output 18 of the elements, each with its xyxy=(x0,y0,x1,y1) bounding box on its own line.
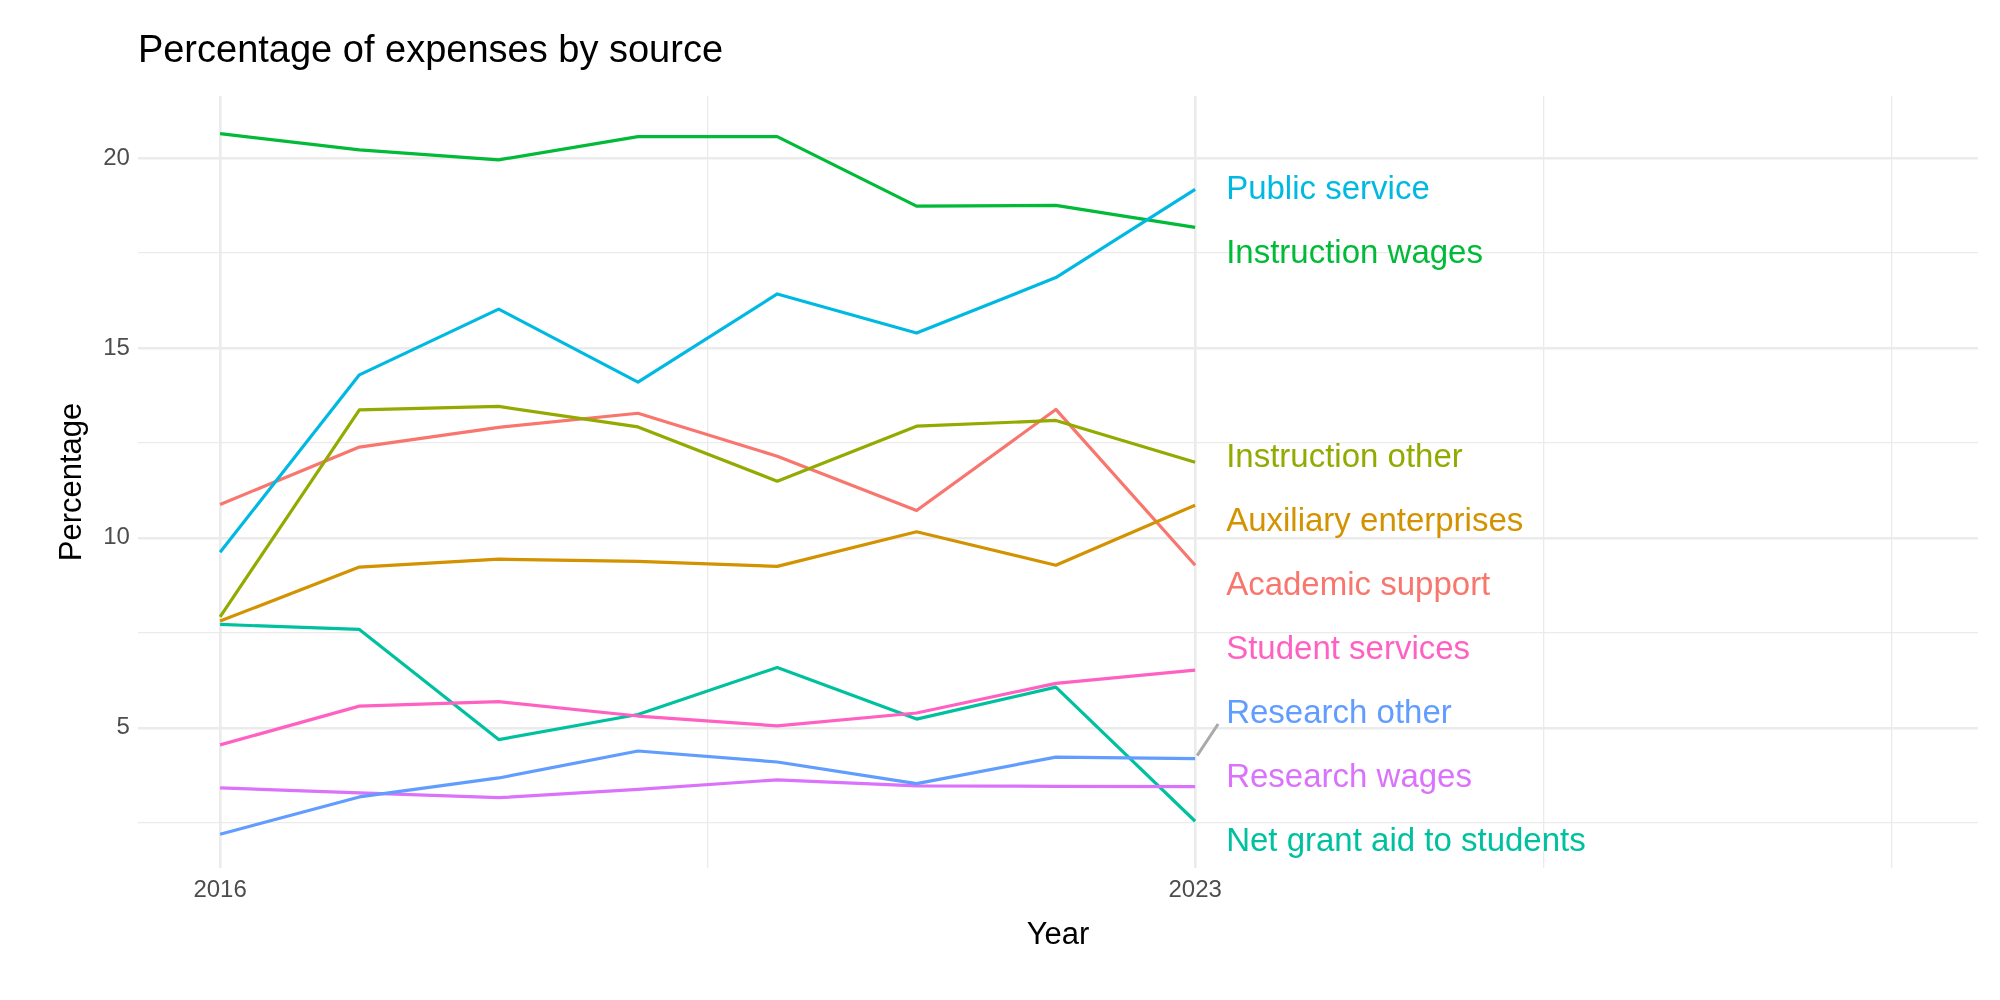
y-tick-label: 10 xyxy=(103,522,130,550)
x-axis-title: Year xyxy=(1026,915,1090,951)
series-label: Research wages xyxy=(1226,757,1472,795)
series-label: Net grant aid to students xyxy=(1226,821,1586,859)
series-label: Instruction wages xyxy=(1226,232,1483,270)
chart-title: Percentage of expenses by source xyxy=(137,28,724,70)
series-label: Academic support xyxy=(1226,565,1491,603)
y-tick-label: 20 xyxy=(103,142,130,170)
x-tick-label: 2016 xyxy=(193,875,247,903)
series-label: Auxiliary enterprises xyxy=(1226,501,1524,539)
y-axis-title: Percentage xyxy=(53,402,89,562)
x-tick-label: 2023 xyxy=(1168,875,1222,903)
y-tick-label: 5 xyxy=(116,712,130,740)
y-tick-label: 15 xyxy=(103,332,130,360)
series-label: Student services xyxy=(1226,629,1471,667)
series-label: Instruction other xyxy=(1226,437,1463,475)
series-label: Public service xyxy=(1226,168,1430,206)
series-label: Research other xyxy=(1226,693,1452,731)
